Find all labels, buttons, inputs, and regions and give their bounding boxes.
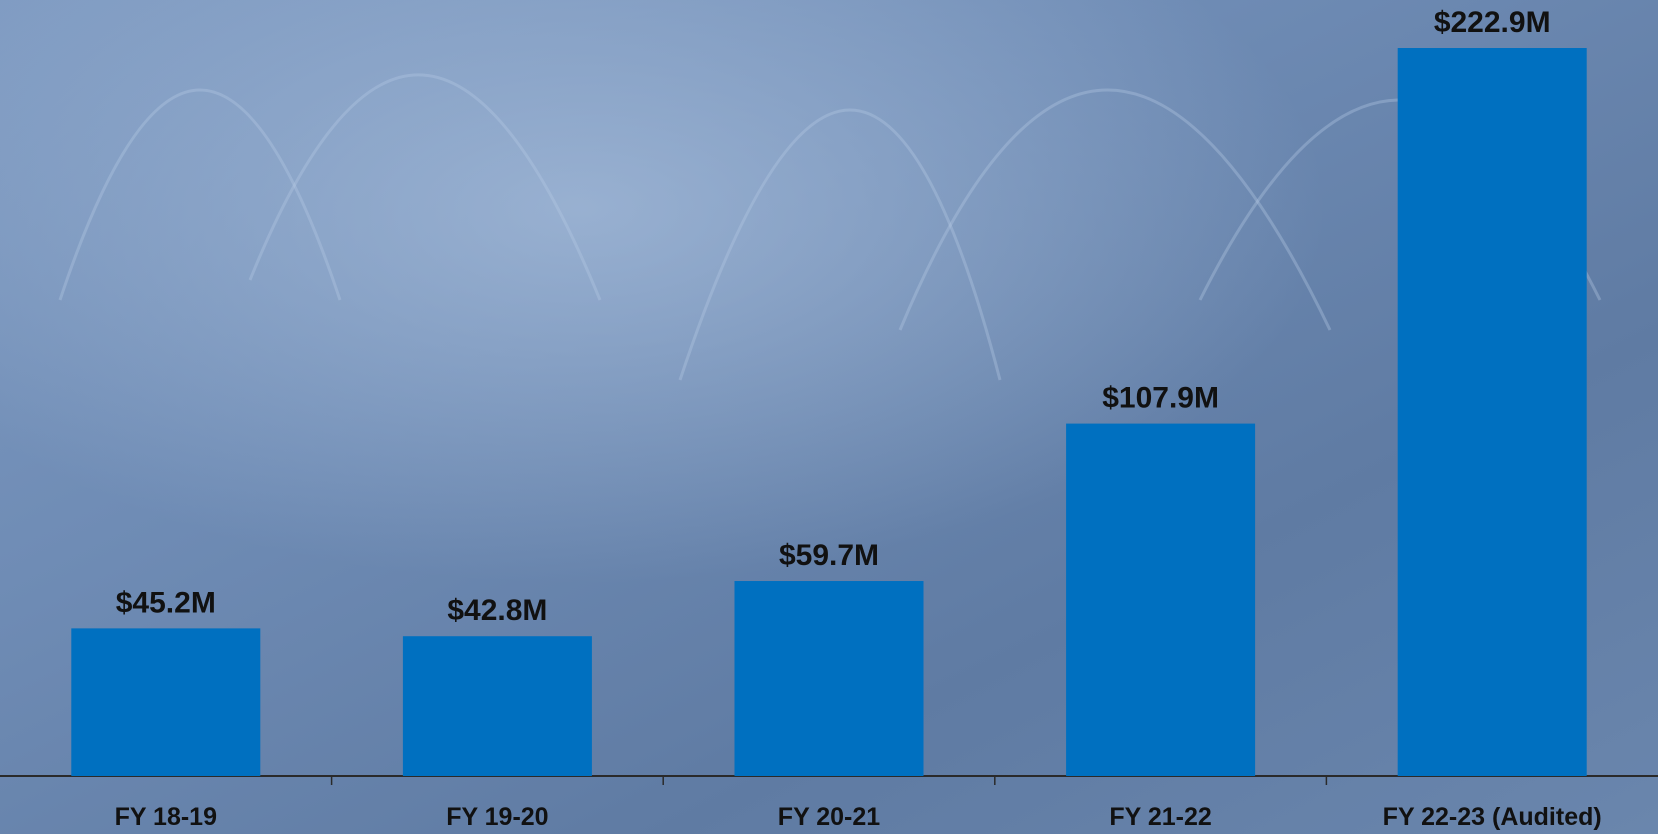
x-tick-label: FY 20-21 xyxy=(778,803,880,831)
value-label: $42.8M xyxy=(447,594,547,627)
bar xyxy=(1066,424,1255,776)
value-label: $59.7M xyxy=(779,539,879,572)
value-label: $107.9M xyxy=(1102,382,1219,415)
page: {"chart_data": {"type": "bar", "categori… xyxy=(0,0,1658,834)
chart: $45.2M FY 18-19 $42.8M FY 19-20 $59.7M FY 20-… xyxy=(0,0,1658,834)
value-label: $45.2M xyxy=(116,586,216,619)
bar xyxy=(734,581,923,776)
x-tick-label: FY 19-20 xyxy=(446,803,548,831)
x-tick-label: FY 22-23 (Audited) xyxy=(1383,803,1602,831)
bar xyxy=(1398,48,1587,776)
bar xyxy=(403,636,592,776)
x-tick-label: FY 21-22 xyxy=(1109,803,1211,831)
x-tick-label: FY 18-19 xyxy=(115,803,217,831)
value-label: $222.9M xyxy=(1434,6,1551,39)
bar xyxy=(71,628,260,776)
